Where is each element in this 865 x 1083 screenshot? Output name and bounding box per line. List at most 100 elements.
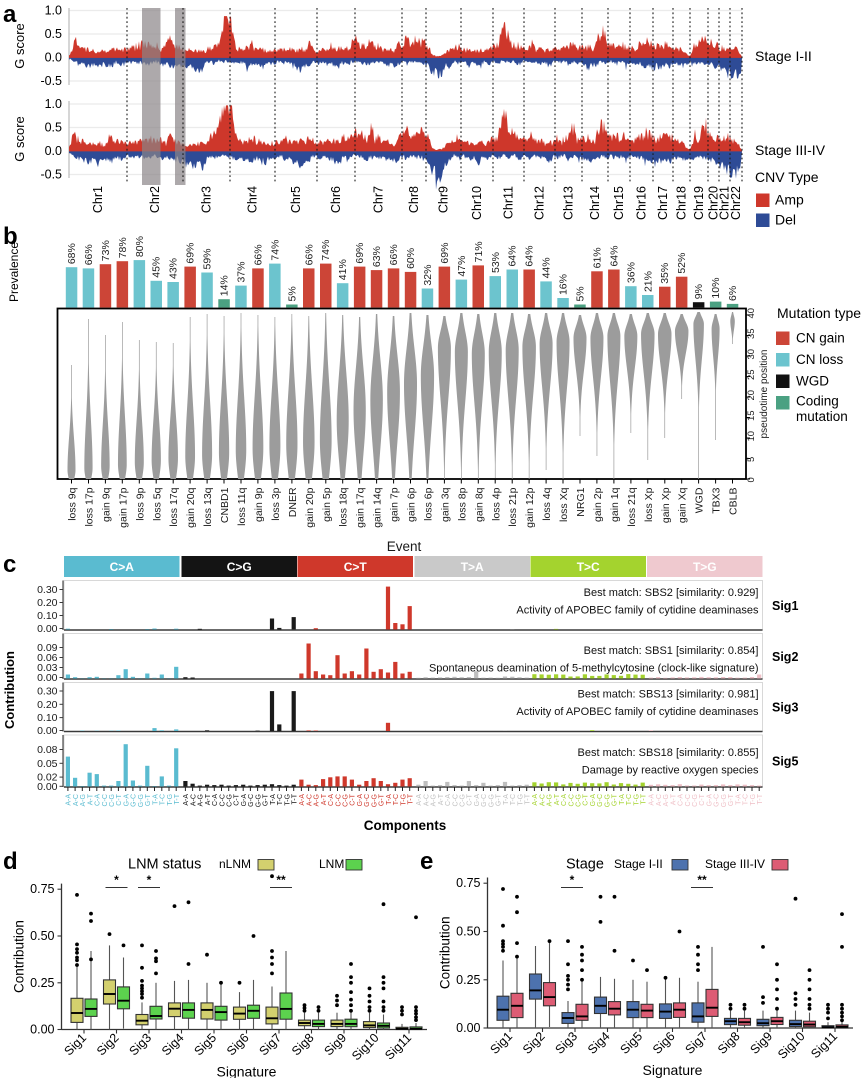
svg-text:Chr14: Chr14 [588, 186, 602, 220]
svg-text:6%: 6% [727, 286, 739, 301]
svg-text:0.05: 0.05 [37, 758, 58, 770]
svg-text:LNM status: LNM status [128, 857, 201, 873]
svg-text:A-C: A-C [656, 794, 663, 806]
svg-text:Best match: SBS13 [similarity:: Best match: SBS13 [similarity: 0.981] [578, 689, 759, 701]
svg-text:T-A: T-A [619, 794, 626, 805]
svg-text:Stage: Stage [566, 857, 604, 873]
svg-text:A-C: A-C [73, 794, 80, 806]
svg-text:0.50: 0.50 [456, 925, 480, 939]
svg-text:gain 14q: gain 14q [372, 487, 384, 527]
svg-text:G-G: G-G [604, 794, 611, 807]
svg-text:gain 17p: gain 17p [117, 487, 129, 527]
svg-text:loss 6p: loss 6p [422, 487, 434, 520]
svg-text:Chr12: Chr12 [533, 186, 547, 220]
svg-text:A-T: A-T [321, 793, 328, 805]
svg-text:69%: 69% [439, 243, 451, 264]
svg-text:Chr10: Chr10 [470, 186, 484, 220]
svg-text:C-G: C-G [109, 794, 116, 807]
svg-text:0.00: 0.00 [30, 1023, 54, 1037]
svg-text:**: ** [276, 873, 286, 887]
svg-text:Contribution: Contribution [2, 651, 17, 729]
svg-text:C-T: C-T [234, 793, 241, 805]
svg-text:0.20: 0.20 [37, 699, 58, 711]
svg-text:9%: 9% [693, 284, 705, 299]
svg-text:Chr1: Chr1 [91, 186, 105, 213]
svg-text:66%: 66% [388, 244, 400, 265]
svg-text:T>A: T>A [461, 560, 484, 574]
svg-text:C>G: C>G [227, 560, 252, 574]
svg-text:gain 8q: gain 8q [473, 487, 485, 522]
svg-text:A-G: A-G [663, 794, 670, 806]
svg-text:Chr17: Chr17 [656, 186, 670, 220]
svg-text:T-C: T-C [393, 794, 400, 805]
svg-text:1.0: 1.0 [45, 97, 62, 111]
svg-text:C-C: C-C [452, 794, 459, 806]
svg-text:G-T: G-T [145, 793, 152, 806]
svg-text:G-G: G-G [721, 794, 728, 807]
svg-text:Amp: Amp [775, 192, 804, 208]
svg-text:A-T: A-T [438, 793, 445, 805]
svg-text:Activity of APOBEC family of c: Activity of APOBEC family of cytidine de… [516, 706, 759, 718]
svg-text:Damage by reactive oxygen spec: Damage by reactive oxygen species [582, 765, 759, 777]
svg-text:A-A: A-A [416, 794, 423, 806]
svg-text:loss 9q: loss 9q [67, 487, 79, 520]
svg-text:74%: 74% [269, 240, 281, 261]
svg-text:35: 35 [746, 328, 757, 339]
svg-text:59%: 59% [202, 248, 214, 269]
svg-text:pseudotime position: pseudotime position [759, 350, 770, 439]
svg-text:G-C: G-C [248, 794, 255, 807]
svg-text:CNBD1: CNBD1 [219, 487, 231, 523]
svg-text:0.5: 0.5 [45, 27, 62, 41]
svg-text:74%: 74% [320, 240, 332, 261]
svg-text:gain 7p: gain 7p [389, 487, 401, 522]
svg-text:Contribution: Contribution [437, 916, 452, 989]
svg-text:loss 21p: loss 21p [507, 487, 519, 526]
svg-text:43%: 43% [168, 258, 180, 279]
svg-text:Coding: Coding [796, 394, 839, 409]
svg-text:66%: 66% [252, 244, 264, 265]
svg-text:16%: 16% [558, 274, 570, 295]
svg-text:C-A: C-A [445, 794, 452, 806]
svg-text:G-C: G-C [481, 794, 488, 807]
svg-text:0.5: 0.5 [45, 121, 62, 135]
svg-text:Stage III-IV: Stage III-IV [705, 857, 765, 871]
svg-text:-0.5: -0.5 [40, 74, 62, 88]
svg-text:Best match: SBS1 [similarity:: Best match: SBS1 [similarity: 0.854] [584, 645, 759, 657]
svg-text:G-G: G-G [138, 794, 145, 807]
svg-text:loss 13q: loss 13q [202, 487, 214, 526]
svg-text:G-T: G-T [728, 793, 735, 806]
svg-text:*: * [114, 873, 119, 887]
svg-text:C-G: C-G [460, 794, 467, 807]
svg-text:21%: 21% [642, 271, 654, 292]
svg-text:**: ** [697, 873, 707, 887]
svg-text:Chr22: Chr22 [729, 186, 743, 220]
svg-text:A-A: A-A [299, 794, 306, 806]
svg-text:loss Xq: loss Xq [558, 487, 570, 522]
svg-text:A-C: A-C [539, 794, 546, 806]
svg-text:nLNM: nLNM [219, 857, 251, 871]
svg-text:Spontaneous deamination of 5-m: Spontaneous deamination of 5-methylcytos… [429, 663, 759, 675]
svg-text:C-G: C-G [227, 794, 234, 807]
svg-text:Signature: Signature [217, 1064, 277, 1079]
svg-text:41%: 41% [337, 259, 349, 280]
svg-text:A-T: A-T [670, 793, 677, 805]
svg-text:Sig5: Sig5 [772, 755, 798, 769]
svg-text:C-T: C-T [350, 793, 357, 805]
svg-text:gain 9p: gain 9p [253, 487, 265, 522]
svg-text:T-T: T-T [641, 793, 648, 804]
svg-text:G-C: G-C [131, 794, 138, 807]
svg-text:C>T: C>T [344, 560, 368, 574]
svg-text:0.08: 0.08 [37, 744, 58, 756]
svg-text:5%: 5% [574, 286, 586, 301]
svg-text:A-G: A-G [431, 794, 438, 806]
svg-text:0.30: 0.30 [37, 686, 58, 698]
svg-text:loss 21q: loss 21q [626, 487, 638, 526]
svg-text:Chr11: Chr11 [502, 186, 516, 219]
svg-text:52%: 52% [676, 253, 688, 274]
svg-text:gain 2p: gain 2p [592, 487, 604, 522]
svg-text:gain 6p: gain 6p [406, 487, 418, 522]
svg-text:C>A: C>A [110, 560, 135, 574]
svg-text:Chr5: Chr5 [289, 186, 303, 213]
svg-text:G-T: G-T [263, 793, 270, 806]
svg-text:Components: Components [364, 818, 447, 833]
